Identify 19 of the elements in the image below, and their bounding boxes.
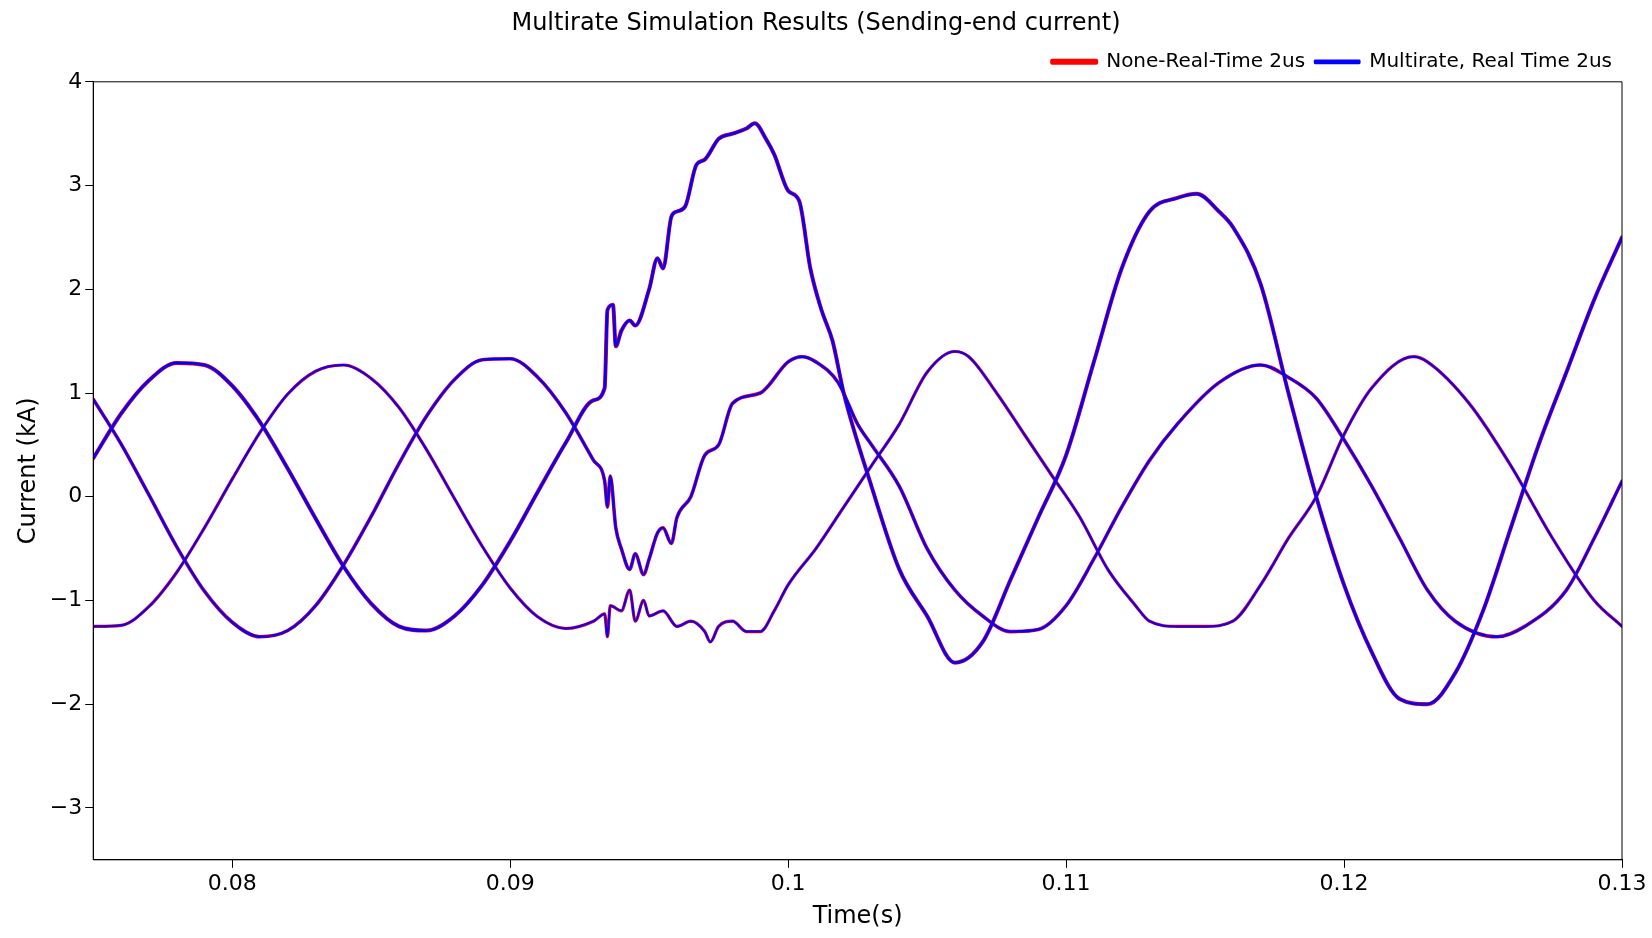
x-tick-label: 0.08	[207, 869, 257, 895]
x-axis-title: Time(s)	[811, 900, 903, 929]
x-tick-label: 0.1	[770, 869, 806, 895]
x-tick-label: 0.11	[1041, 869, 1091, 895]
y-tick-label: 1	[68, 378, 83, 404]
x-tick-label: 0.12	[1319, 869, 1369, 895]
y-tick-label: 2	[68, 274, 83, 300]
y-tick-label: −2	[49, 689, 83, 715]
y-tick-label: 4	[68, 67, 83, 93]
legend-label: None-Real-Time 2us	[1106, 48, 1306, 72]
x-tick-label: 0.13	[1597, 869, 1647, 895]
y-tick-label: −1	[49, 586, 83, 612]
y-tick-label: 0	[68, 482, 83, 508]
x-tick-label: 0.09	[485, 869, 535, 895]
y-tick-label: 3	[68, 171, 83, 197]
legend-label: Multirate, Real Time 2us	[1369, 48, 1613, 72]
y-tick-label: −3	[49, 793, 83, 819]
y-axis-title: Current (kA)	[12, 397, 41, 545]
chart-title: Multirate Simulation Results (Sending-end current)	[511, 7, 1121, 36]
